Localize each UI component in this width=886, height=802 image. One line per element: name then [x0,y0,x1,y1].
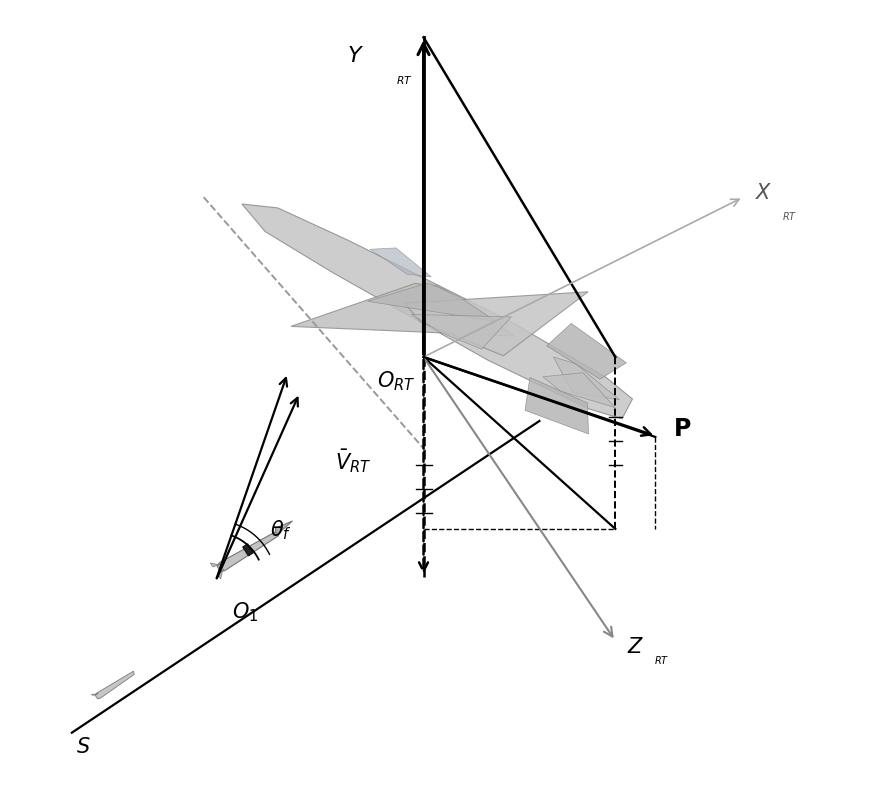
Text: $Z$: $Z$ [626,637,644,657]
Polygon shape [91,693,98,695]
Polygon shape [210,563,221,567]
Polygon shape [404,292,587,356]
Polygon shape [218,569,223,579]
Polygon shape [411,314,511,349]
Text: $\mathbf{P}$: $\mathbf{P}$ [672,417,690,441]
Polygon shape [242,204,632,419]
Text: $Y$: $Y$ [346,46,363,67]
Text: $O_1$: $O_1$ [231,601,258,625]
Text: $_{RT}$: $_{RT}$ [781,209,797,223]
Text: $\bar{V}_{RT}$: $\bar{V}_{RT}$ [335,447,371,475]
Text: $_{RT}$: $_{RT}$ [653,653,668,666]
Polygon shape [369,248,431,277]
Polygon shape [275,521,292,536]
Polygon shape [95,671,134,699]
Polygon shape [217,531,278,572]
Polygon shape [542,373,615,407]
Polygon shape [525,378,588,434]
Polygon shape [553,357,618,399]
Polygon shape [291,283,513,336]
Text: $O_{RT}$: $O_{RT}$ [377,369,415,393]
Polygon shape [367,283,495,322]
Text: $_{RT}$: $_{RT}$ [395,73,412,87]
Polygon shape [243,544,253,556]
Text: $S$: $S$ [76,737,90,756]
Text: $\theta_f$: $\theta_f$ [269,519,291,542]
Polygon shape [546,323,626,379]
Text: $X$: $X$ [754,183,772,203]
